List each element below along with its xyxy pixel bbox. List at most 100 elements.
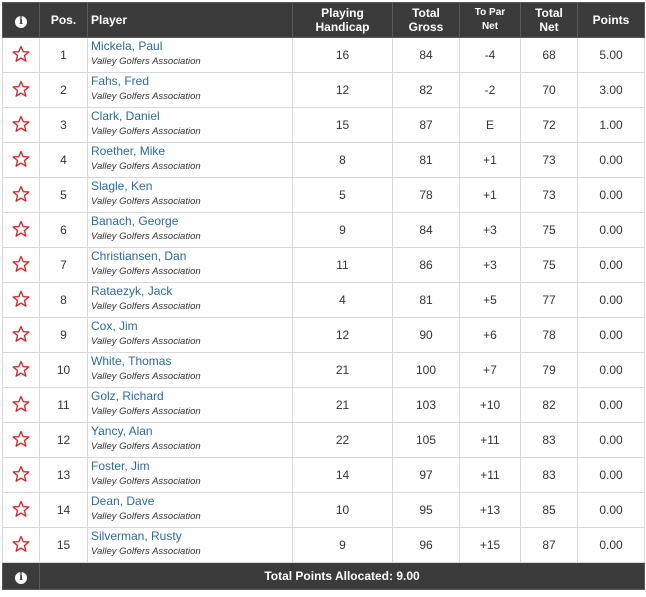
points-header: Points: [577, 2, 645, 38]
star-icon[interactable]: [12, 185, 30, 206]
to-par-net-cell: +11: [459, 457, 521, 493]
favorite-cell[interactable]: [2, 457, 40, 493]
table-row: 1 Mickela, Paul Valley Golfers Association…: [2, 37, 645, 73]
star-icon[interactable]: [12, 45, 30, 66]
star-icon[interactable]: [12, 220, 30, 241]
favorite-cell[interactable]: [2, 387, 40, 423]
points-cell: 3.00: [577, 72, 645, 108]
table-row: 9 Cox, Jim Valley Golfers Association 12 90 +…: [2, 317, 645, 353]
position-cell: 8: [39, 282, 88, 318]
playing-handicap-cell: 21: [292, 352, 393, 388]
player-name-link[interactable]: White, Thomas: [91, 354, 172, 368]
total-net-cell: 75: [520, 212, 578, 248]
footer-info-cell[interactable]: i: [2, 562, 40, 590]
total-net-cell: 72: [520, 107, 578, 143]
player-name-link[interactable]: Clark, Daniel: [91, 109, 160, 123]
info-header-cell[interactable]: i: [2, 2, 40, 38]
player-name-link[interactable]: Roether, Mike: [91, 144, 166, 158]
points-cell: 0.00: [577, 282, 645, 318]
player-name-link[interactable]: Silverman, Rusty: [91, 529, 182, 543]
player-name-link[interactable]: Rataezyk, Jack: [91, 284, 173, 298]
star-icon[interactable]: [12, 150, 30, 171]
star-icon[interactable]: [12, 360, 30, 381]
position-cell: 7: [39, 247, 88, 283]
table-row: 3 Clark, Daniel Valley Golfers Association…: [2, 107, 645, 143]
total-net-cell: 68: [520, 37, 578, 73]
total-net-cell: 78: [520, 317, 578, 353]
points-cell: 0.00: [577, 317, 645, 353]
star-icon[interactable]: [12, 430, 30, 451]
position-cell: 15: [39, 527, 88, 563]
player-cell: White, Thomas Valley Golfers Association: [87, 352, 293, 388]
position-cell: 12: [39, 422, 88, 458]
player-name-link[interactable]: Foster, Jim: [91, 459, 150, 473]
total-net-header-line1: Total: [535, 6, 563, 20]
favorite-cell[interactable]: [2, 177, 40, 213]
player-name-link[interactable]: Fahs, Fred: [91, 74, 150, 88]
player-association: Valley Golfers Association: [91, 266, 201, 277]
player-name-link[interactable]: Mickela, Paul: [91, 39, 163, 53]
star-icon[interactable]: [12, 535, 30, 556]
favorite-cell[interactable]: [2, 247, 40, 283]
total-gross-cell: 78: [392, 177, 460, 213]
favorite-cell[interactable]: [2, 527, 40, 563]
favorite-cell[interactable]: [2, 317, 40, 353]
total-gross-header-line2: Gross: [408, 20, 444, 34]
star-icon[interactable]: [12, 80, 30, 101]
footer-row: i Total Points Allocated: 9.00: [2, 562, 645, 590]
player-name-link[interactable]: Slagle, Ken: [91, 179, 153, 193]
favorite-cell[interactable]: [2, 352, 40, 388]
to-par-net-header: To Par Net: [459, 2, 521, 38]
player-name-link[interactable]: Yancy, Alan: [91, 424, 153, 438]
favorite-cell[interactable]: [2, 142, 40, 178]
star-icon[interactable]: [12, 395, 30, 416]
position-cell: 2: [39, 72, 88, 108]
favorite-cell[interactable]: [2, 422, 40, 458]
star-icon[interactable]: [12, 255, 30, 276]
points-cell: 0.00: [577, 212, 645, 248]
favorite-cell[interactable]: [2, 212, 40, 248]
playing-handicap-cell: 8: [292, 142, 393, 178]
points-cell: 0.00: [577, 422, 645, 458]
playing-handicap-header-line1: Playing: [321, 6, 364, 20]
star-icon[interactable]: [12, 500, 30, 521]
player-name-link[interactable]: Golz, Richard: [91, 389, 164, 403]
points-cell: 1.00: [577, 107, 645, 143]
to-par-net-cell: +5: [459, 282, 521, 318]
points-header-label: Points: [592, 13, 630, 27]
favorite-cell[interactable]: [2, 37, 40, 73]
star-icon[interactable]: [12, 325, 30, 346]
favorite-cell[interactable]: [2, 492, 40, 528]
total-gross-cell: 81: [392, 282, 460, 318]
player-name-link[interactable]: Banach, George: [91, 214, 179, 228]
total-net-cell: 83: [520, 457, 578, 493]
info-icon[interactable]: i: [15, 571, 27, 584]
player-name-link[interactable]: Cox, Jim: [91, 319, 138, 333]
total-net-cell: 87: [520, 527, 578, 563]
playing-handicap-cell: 11: [292, 247, 393, 283]
favorite-cell[interactable]: [2, 72, 40, 108]
player-name-link[interactable]: Dean, Dave: [91, 494, 155, 508]
playing-handicap-cell: 14: [292, 457, 393, 493]
favorite-cell[interactable]: [2, 107, 40, 143]
table-row: 15 Silverman, Rusty Valley Golfers Associa…: [2, 527, 645, 563]
player-cell: Christiansen, Dan Valley Golfers Associat…: [87, 247, 293, 283]
star-icon[interactable]: [12, 465, 30, 486]
total-gross-cell: 84: [392, 37, 460, 73]
player-cell: Yancy, Alan Valley Golfers Association: [87, 422, 293, 458]
star-icon[interactable]: [12, 290, 30, 311]
total-net-cell: 82: [520, 387, 578, 423]
player-association: Valley Golfers Association: [91, 196, 201, 207]
star-icon[interactable]: [12, 115, 30, 136]
total-net-cell: 79: [520, 352, 578, 388]
player-cell: Golz, Richard Valley Golfers Association: [87, 387, 293, 423]
info-icon[interactable]: i: [15, 15, 27, 28]
points-cell: 0.00: [577, 352, 645, 388]
to-par-net-cell: +6: [459, 317, 521, 353]
player-name-link[interactable]: Christiansen, Dan: [91, 249, 187, 263]
position-cell: 3: [39, 107, 88, 143]
player-association: Valley Golfers Association: [91, 511, 201, 522]
total-gross-cell: 81: [392, 142, 460, 178]
table-row: 11 Golz, Richard Valley Golfers Associatio…: [2, 387, 645, 423]
favorite-cell[interactable]: [2, 282, 40, 318]
